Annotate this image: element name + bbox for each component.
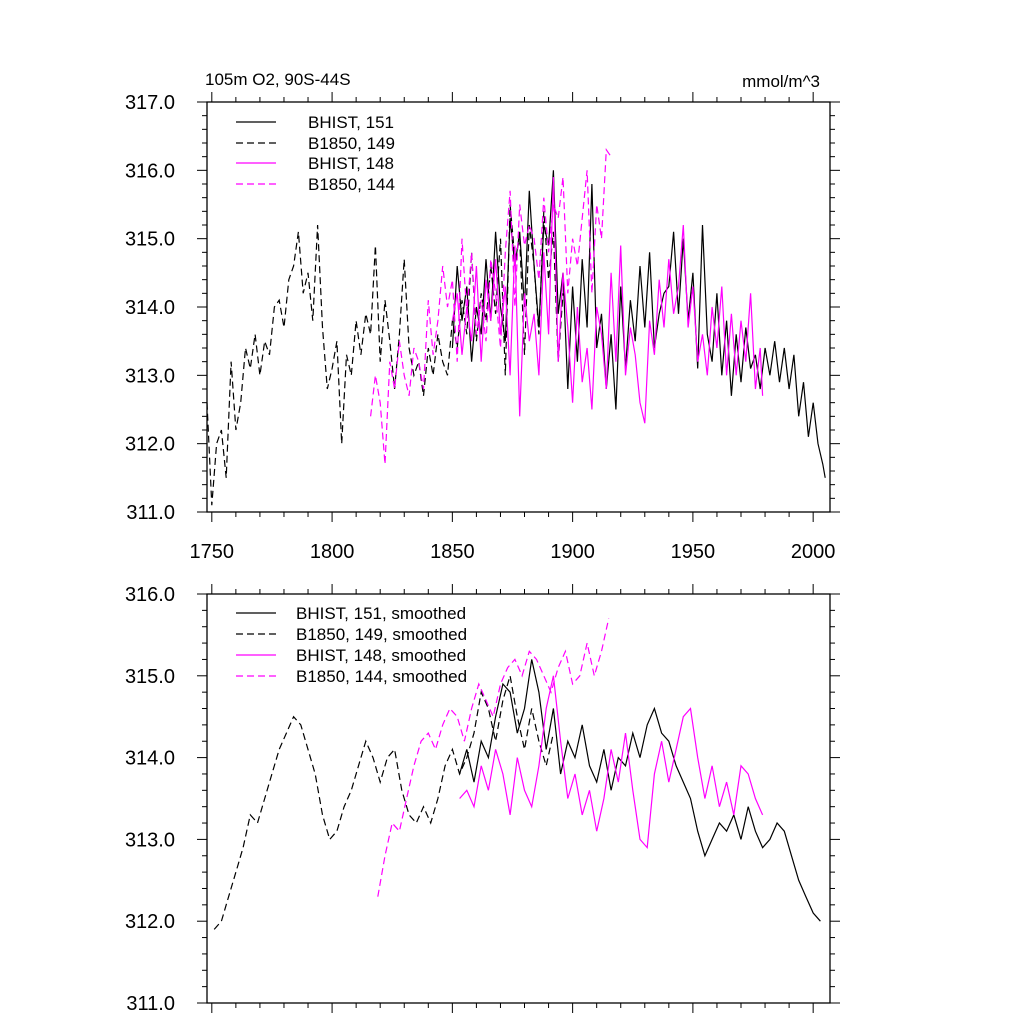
- series-line-0-1: [206, 204, 564, 506]
- legend-label: BHIST, 151, smoothed: [296, 604, 466, 623]
- top-axes: 1750 1800 1850 1900 1950 2000 311.0 312.0 313.0 3…: [125, 92, 840, 563]
- top-panel: 105m O2, 90S-44S mmol/m^3 1750 1800 1850 19…: [125, 70, 840, 563]
- y-tick-label: 312.0: [125, 434, 175, 456]
- y-tick-label: 311.0: [126, 502, 175, 524]
- plot-frame: [206, 101, 831, 513]
- legend-label: BHIST, 148, smoothed: [296, 646, 466, 665]
- x-tick-label: 2000: [791, 541, 836, 563]
- top-title: 105m O2, 90S-44S: [205, 70, 351, 89]
- y-tick-label: 311.0: [126, 993, 175, 1015]
- y-tick-label: 312.0: [125, 911, 175, 933]
- legend-label: BHIST, 148: [308, 154, 394, 173]
- series-line-0-3: [370, 148, 612, 465]
- y-tick-label: 314.0: [125, 297, 175, 319]
- bottom-series-group: [213, 618, 821, 930]
- bottom-axes: 311.0 312.0 313.0 314.0 315.0 316.0: [125, 584, 840, 1015]
- legend-label: B1850, 149, smoothed: [296, 625, 467, 644]
- x-tick-label: 1950: [671, 541, 716, 563]
- y-tick-label: 316.0: [125, 160, 175, 182]
- x-tick-label: 1900: [550, 541, 595, 563]
- x-tick-label: 1850: [430, 541, 475, 563]
- series-line-0-0: [451, 170, 826, 478]
- legend-label: B1850, 144, smoothed: [296, 667, 467, 686]
- series-line-1-3: [377, 618, 610, 897]
- y-tick-label: 315.0: [125, 229, 175, 251]
- series-line-1-2: [459, 675, 764, 850]
- legend-label: BHIST, 151: [308, 113, 394, 132]
- series-line-1-1: [213, 675, 554, 930]
- bottom-panel: 311.0 312.0 313.0 314.0 315.0 316.0 BHIST, 15…: [125, 584, 840, 1015]
- bottom-legend: BHIST, 151, smoothed B1850, 149, smoothed…: [236, 604, 467, 686]
- top-series-group: [206, 148, 826, 506]
- y-tick-label: 313.0: [125, 829, 175, 851]
- series-line-0-2: [451, 177, 764, 424]
- plot-frame: [206, 593, 831, 1004]
- y-tick-label: 313.0: [125, 365, 175, 387]
- x-tick-label: 1750: [190, 541, 235, 563]
- y-tick-label: 315.0: [125, 666, 175, 688]
- y-tick-label: 316.0: [125, 584, 175, 606]
- legend-label: B1850, 149: [308, 134, 395, 153]
- legend-label: B1850, 144: [308, 175, 395, 194]
- y-tick-label: 317.0: [125, 92, 175, 114]
- x-tick-label: 1800: [310, 541, 355, 563]
- y-tick-label: 314.0: [125, 748, 175, 770]
- top-units: mmol/m^3: [742, 72, 820, 91]
